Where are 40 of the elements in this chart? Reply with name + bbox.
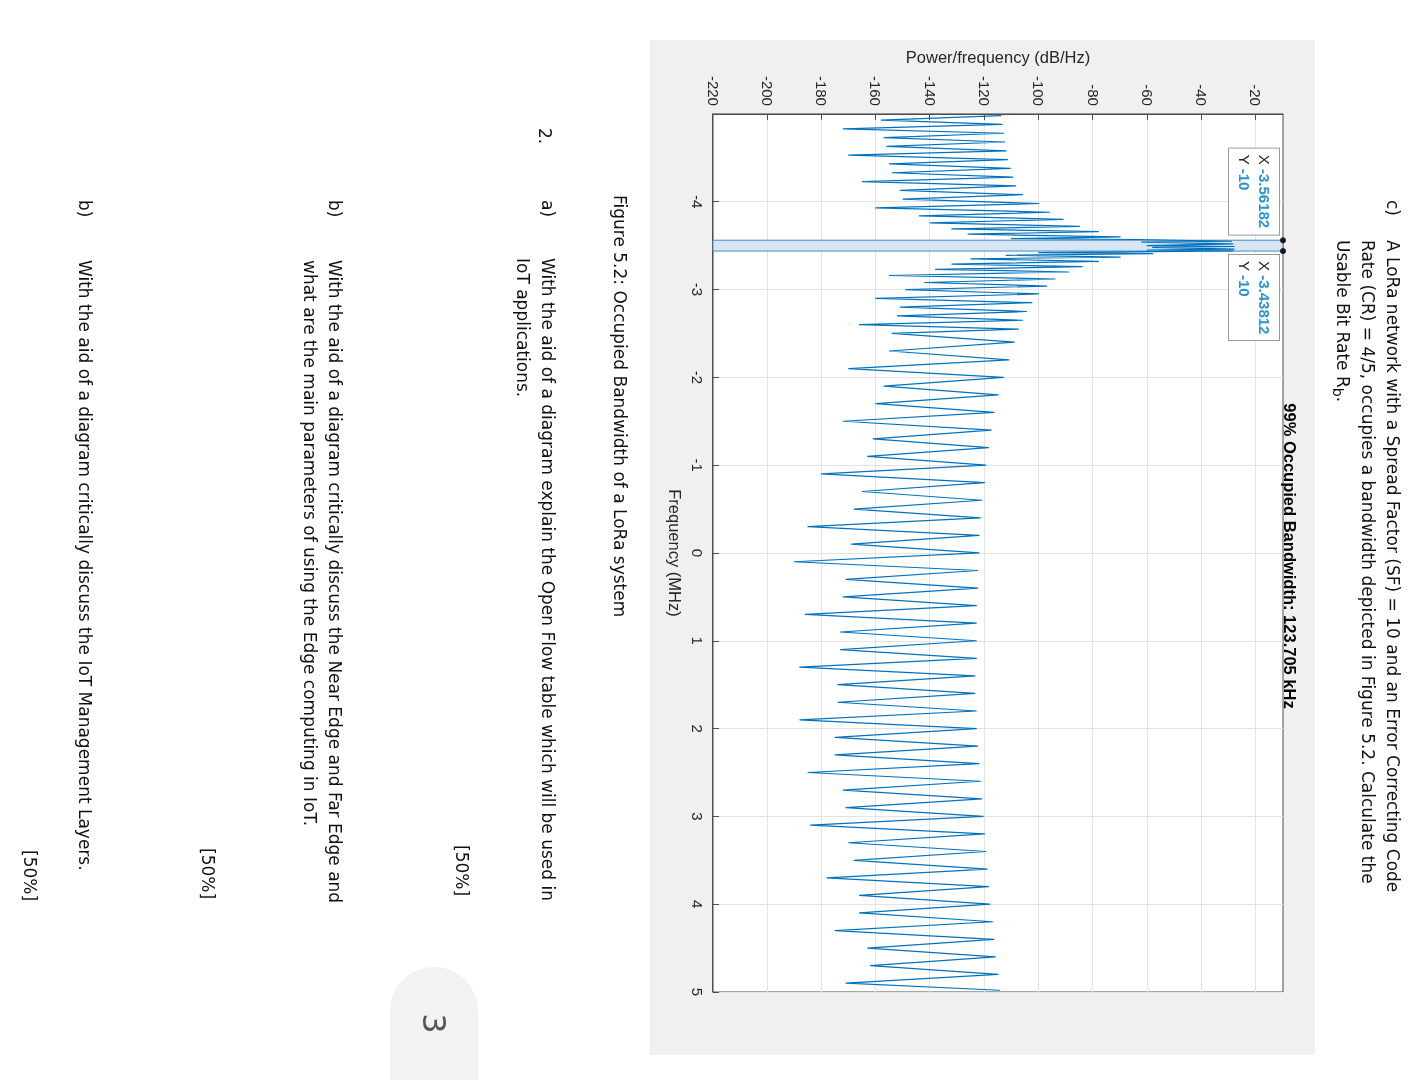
caption: Figure 5.2: Occupied Bandwidth of a LoRa system — [609, 195, 632, 618]
text: With the aid of a diagram critically discuss the IoT Management Layers. — [74, 260, 97, 871]
y-tick-label: -4 — [689, 195, 706, 209]
y-tick-label: 1 — [689, 636, 706, 645]
x-tick-label: -40 — [1193, 84, 1211, 106]
x-tick-label: -220 — [704, 75, 722, 106]
text: With the aid of a diagram explain the Open Flow table which will be used in IoT applications. — [512, 258, 560, 902]
y-tick-label: -3 — [689, 282, 706, 297]
text: c) — [1382, 200, 1404, 216]
annotation: X -3.56182 Y -10 — [1235, 154, 1274, 229]
x-tick-label: -60 — [1138, 84, 1156, 106]
x-tick-label: -140 — [921, 75, 939, 106]
y-tick-label: -1 — [689, 458, 706, 472]
y-tick-label: -2 — [689, 370, 706, 385]
y-tick-label: 4 — [689, 900, 706, 909]
annotation: X -3.43812 Y -10 — [1235, 261, 1274, 335]
y-axis-title: Frequency (MHz) — [665, 489, 684, 617]
x-tick-label: -160 — [867, 75, 885, 106]
text: With the aid of a diagram critically discuss the Near Edge and Far Edge and what are the main parameters of using the Edge computing in IoT. — [299, 260, 347, 904]
x-tick-label: -200 — [758, 75, 776, 106]
text: 99% Occupied Bandwidth: 123.705 kHz — [1280, 403, 1299, 709]
text: b) — [74, 200, 97, 218]
line-series — [793, 115, 1235, 991]
text: [50%] — [19, 850, 42, 902]
text: [50%] — [451, 845, 474, 897]
x-axis-title: Power/frequency (dB/Hz) — [905, 47, 1091, 66]
x-tick-label: -80 — [1084, 84, 1102, 106]
x-tick-label: -100 — [1030, 75, 1048, 106]
y-tick-label: 0 — [689, 548, 706, 558]
text: a) — [537, 200, 560, 218]
text: 2. — [534, 128, 557, 145]
page-tab: 3 — [390, 967, 478, 1080]
y-tick-label: 2 — [689, 724, 706, 733]
y-tick-label: 3 — [689, 812, 706, 821]
text: [50%] — [197, 848, 220, 900]
x-tick-label: -20 — [1247, 84, 1265, 106]
y-tick-label: 5 — [689, 987, 706, 997]
x-tick-label: -180 — [813, 75, 831, 106]
x-tick-label: -120 — [975, 75, 993, 106]
text: b) — [324, 200, 347, 218]
